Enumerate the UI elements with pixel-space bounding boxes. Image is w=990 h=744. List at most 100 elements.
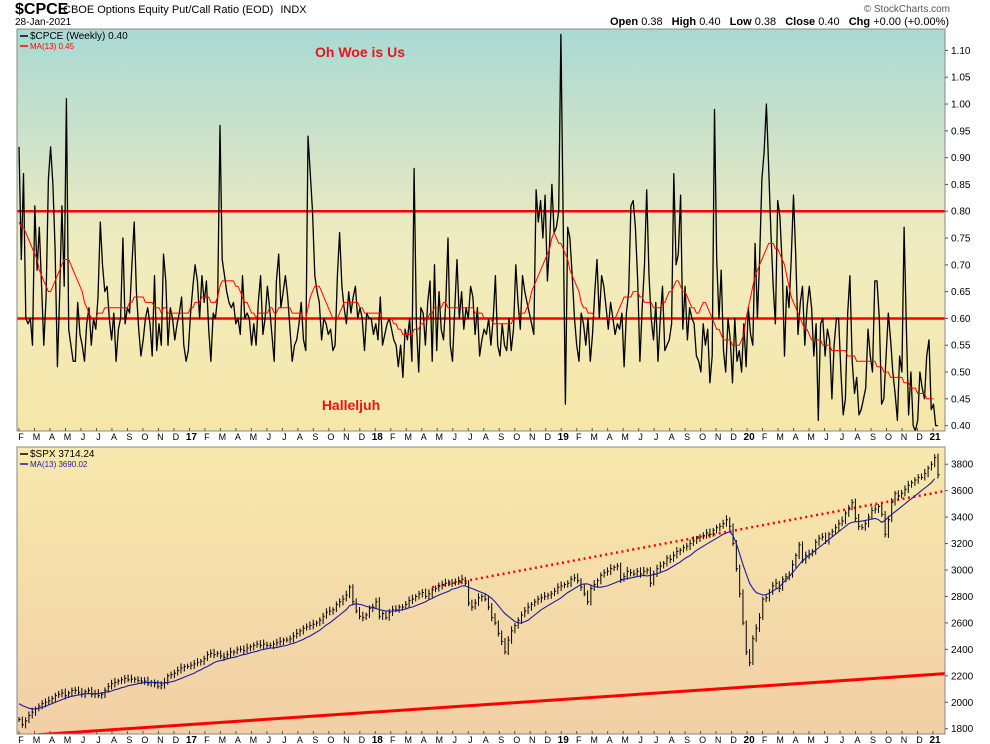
x-tick-label: M [590,432,598,442]
legend-label: MA(13) 0.45 [30,42,75,51]
legend-label: $SPX 3714.24 [30,449,95,460]
change-label: Chg [848,16,871,28]
x-tick-label: A [793,735,799,744]
x-tick-label: S [498,735,504,744]
date: 28-Jan-2021 [15,17,72,28]
x-tick-label: J [267,432,272,442]
y-tick-label: 1.00 [951,100,971,111]
open-label: Open [610,16,639,28]
x-tick-label: A [421,432,427,442]
x-tick-label: M [807,735,815,744]
x-tick-label: 19 [558,735,570,744]
x-tick-label: M [807,432,815,442]
y-tick-label: 2400 [951,645,974,656]
x-tick-label: A [49,432,55,442]
x-tick-label: F [390,432,396,442]
x-tick-label: J [96,735,101,744]
x-tick-label: J [840,735,845,744]
ohlc-readout: Open 0.38 High 0.40 Low 0.38 Close 0.40 … [610,16,949,28]
x-tick-label: M [33,432,41,442]
x-tick-label: F [204,735,210,744]
chart-date: 28-Jan-2021 [15,17,71,28]
cpce-line [18,33,938,431]
x-tick-label: A [855,432,861,442]
cpce-ma-line [18,221,934,400]
x-tick-label: A [111,735,117,744]
x-tick-label: 17 [186,432,198,443]
x-tick-label: 20 [744,432,756,443]
y-tick-label: 3600 [951,486,974,497]
change-value: +0.00 (+0.00%) [873,16,950,28]
legend-label: $CPCE (Weekly) 0.40 [30,31,128,42]
x-tick-label: O [513,432,520,442]
close-label: Close [785,16,816,28]
x-tick-label: M [64,432,72,442]
instrument-name: CBOE Options Equity Put/Call Ratio (EOD) [63,4,274,16]
symbol: $CPCE [15,1,69,18]
x-tick-label: F [204,432,210,442]
exchange: INDX [280,4,307,16]
x-tick-label: M [405,735,413,744]
x-tick-label: J [824,432,829,442]
x-tick-label: M [436,735,444,744]
x-tick-label: N [529,735,536,744]
x-tick-label: M [250,735,258,744]
y-tick-label: 3400 [951,513,974,524]
x-tick-label: M [219,735,227,744]
bottom-panel-frame [16,446,946,735]
x-tick-label: A [607,432,613,442]
x-tick-label: J [654,735,659,744]
y-tick-label: 2200 [951,671,974,682]
x-tick-label: N [343,735,350,744]
x-tick-label: M [621,432,629,442]
y-tick-label: 3200 [951,539,974,550]
y-tick-label: 0.75 [951,234,971,245]
x-tick-label: N [715,432,722,442]
y-tick-label: 1.05 [951,73,971,84]
y-tick-label: 0.60 [951,314,971,325]
y-tick-label: 0.95 [951,126,971,137]
x-tick-label: D [544,735,551,744]
x-tick-label: A [669,735,675,744]
x-tick-label: D [359,735,366,744]
x-tick-label: F [18,432,24,442]
trendline-solid-0 [26,672,945,734]
top-panel-background [17,29,945,431]
x-tick-label: J [81,432,86,442]
y-tick-label: 0.85 [951,180,971,191]
y-tick-label: 1.10 [951,46,971,57]
x-tick-label: S [870,735,876,744]
x-tick-label: J [453,432,458,442]
x-tick-label: F [762,735,768,744]
x-tick-label: N [343,432,350,442]
close-value: 0.40 [818,16,840,28]
x-tick-label: A [297,735,303,744]
y-tick-label: 2000 [951,698,974,709]
x-tick-label: M [33,735,41,744]
low-label: Low [729,16,752,28]
x-tick-label: N [901,735,908,744]
x-tick-label: M [621,735,629,744]
x-tick-label: J [282,432,287,442]
x-tick-label: M [776,432,784,442]
x-tick-label: S [870,432,876,442]
x-tick-label: N [715,735,722,744]
x-tick-label: A [607,735,613,744]
x-tick-label: N [157,432,164,442]
x-tick-label: 21 [929,735,941,744]
x-tick-label: D [544,432,551,442]
x-tick-label: J [840,432,845,442]
x-tick-label: A [421,735,427,744]
x-tick-label: N [529,432,536,442]
x-tick-label: A [855,735,861,744]
x-tick-label: S [312,735,318,744]
x-tick-label: S [684,735,690,744]
x-tick-label: F [18,735,24,744]
x-tick-label: A [111,432,117,442]
x-tick-label: D [173,432,180,442]
x-tick-label: J [81,735,86,744]
high-label: High [671,16,697,28]
x-tick-label: D [916,432,923,442]
x-tick-label: O [141,432,148,442]
